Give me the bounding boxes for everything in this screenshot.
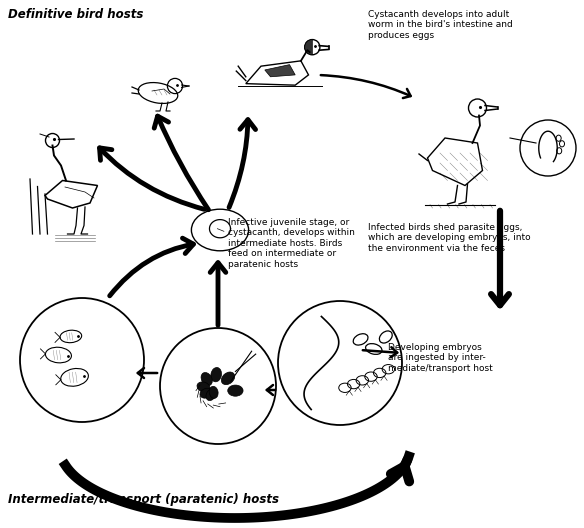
FancyArrowPatch shape bbox=[210, 262, 226, 325]
Ellipse shape bbox=[206, 389, 216, 401]
FancyArrowPatch shape bbox=[363, 347, 397, 357]
Ellipse shape bbox=[197, 382, 210, 392]
Text: Definitive bird hosts: Definitive bird hosts bbox=[8, 8, 144, 21]
FancyArrowPatch shape bbox=[229, 120, 256, 208]
FancyArrowPatch shape bbox=[99, 148, 204, 209]
Wedge shape bbox=[305, 40, 312, 55]
FancyArrowPatch shape bbox=[267, 385, 275, 395]
Ellipse shape bbox=[211, 367, 221, 382]
Text: Cystacanth develops into adult
worm in the bird's intestine and
produces eggs: Cystacanth develops into adult worm in t… bbox=[368, 10, 513, 40]
FancyArrowPatch shape bbox=[154, 116, 208, 210]
Text: Infected birds shed parasite eggs,
which are developing embryos, into
the enviro: Infected birds shed parasite eggs, which… bbox=[368, 223, 531, 253]
FancyArrowPatch shape bbox=[391, 459, 409, 482]
Ellipse shape bbox=[228, 385, 243, 396]
Text: Intermediate/transport (paratenic) hosts: Intermediate/transport (paratenic) hosts bbox=[8, 493, 279, 506]
Text: Infective juvenile stage, or
cystacanth, develops within
intermediate hosts. Bir: Infective juvenile stage, or cystacanth,… bbox=[228, 218, 355, 269]
Ellipse shape bbox=[221, 372, 235, 385]
FancyArrowPatch shape bbox=[110, 238, 193, 296]
FancyArrowPatch shape bbox=[138, 368, 157, 378]
Ellipse shape bbox=[209, 386, 218, 398]
Polygon shape bbox=[265, 64, 295, 77]
Text: Developing embryos
are ingested by inter-
mediate/transport host: Developing embryos are ingested by inter… bbox=[388, 343, 493, 373]
Ellipse shape bbox=[200, 388, 213, 398]
FancyArrowPatch shape bbox=[491, 211, 509, 305]
FancyArrowPatch shape bbox=[321, 75, 411, 98]
Ellipse shape bbox=[201, 373, 213, 385]
